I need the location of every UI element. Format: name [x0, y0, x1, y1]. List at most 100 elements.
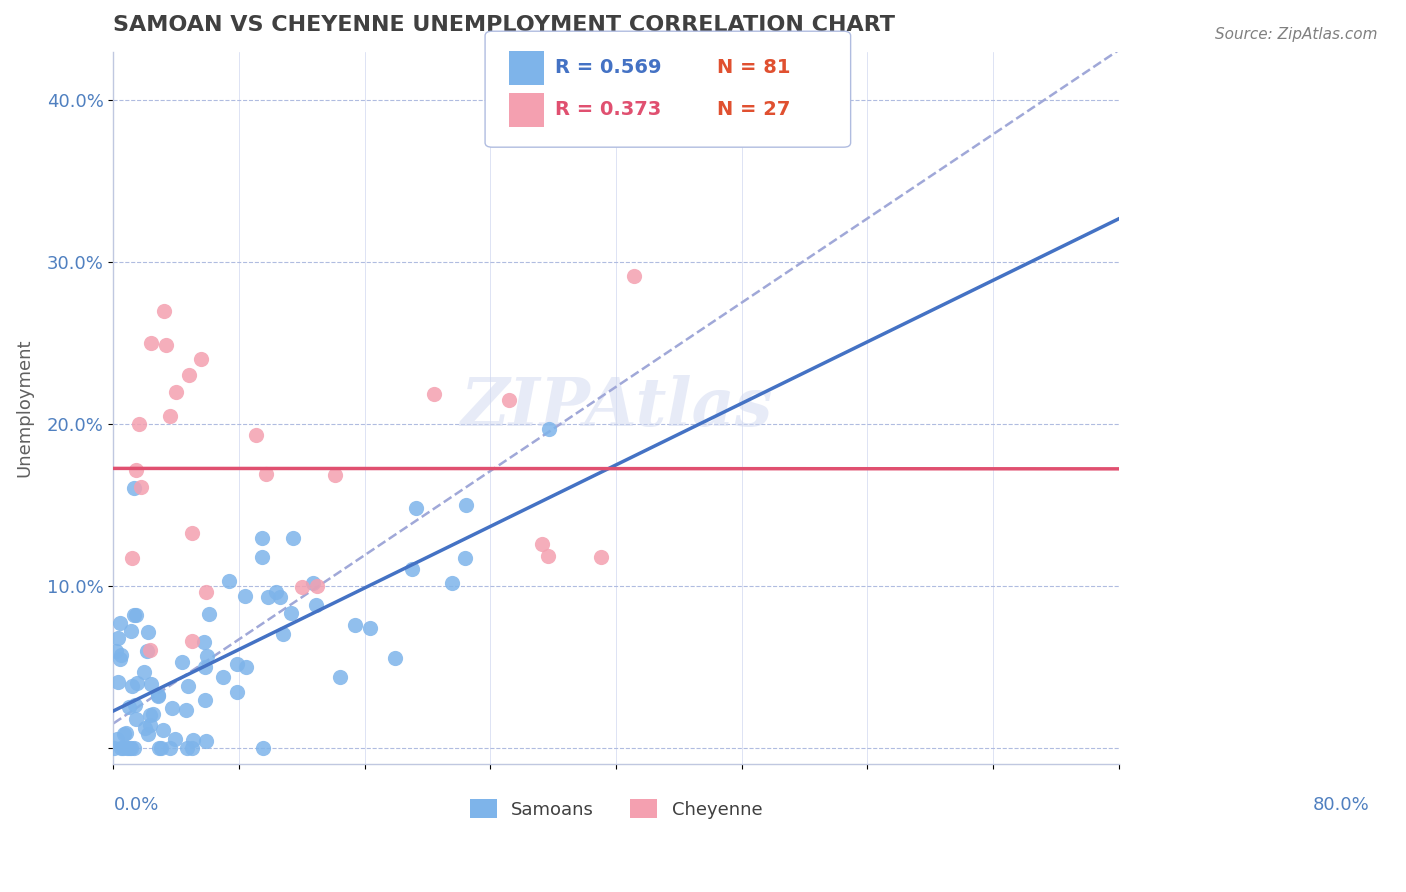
Point: [225, 684, 247, 698]
Point: [245, 428, 267, 442]
Point: [132, 665, 155, 680]
Legend: Samoans, Cheyenne: Samoans, Cheyenne: [463, 792, 769, 826]
Point: [125, 712, 148, 726]
Point: [235, 660, 257, 674]
Point: [115, 726, 138, 740]
Point: [135, 643, 157, 657]
Point: [181, 633, 204, 648]
Point: [103, 740, 125, 755]
Point: [250, 550, 273, 565]
Text: SAMOAN VS CHEYENNE UNEMPLOYMENT CORRELATION CHART: SAMOAN VS CHEYENNE UNEMPLOYMENT CORRELAT…: [114, 15, 896, 35]
Point: [108, 651, 131, 665]
Point: [124, 698, 146, 713]
Point: [131, 480, 153, 494]
Point: [218, 574, 240, 588]
Point: [226, 657, 249, 672]
Point: [531, 537, 554, 551]
Point: [136, 625, 159, 640]
Point: [138, 643, 160, 657]
Point: [190, 352, 212, 367]
Text: Source: ZipAtlas.com: Source: ZipAtlas.com: [1215, 27, 1378, 42]
Text: 80.0%: 80.0%: [1313, 796, 1369, 814]
Point: [454, 498, 477, 512]
Point: [176, 740, 198, 755]
Point: [134, 721, 156, 735]
Point: [122, 740, 145, 755]
Point: [115, 740, 138, 755]
Point: [111, 740, 134, 755]
Point: [250, 531, 273, 545]
Point: [254, 467, 277, 481]
Point: [152, 303, 174, 318]
Point: [149, 740, 172, 755]
Point: [163, 731, 186, 746]
Y-axis label: Unemployment: Unemployment: [15, 339, 32, 477]
Point: [305, 578, 328, 592]
Point: [136, 727, 159, 741]
Point: [180, 525, 202, 540]
Point: [121, 551, 143, 566]
Point: [104, 644, 127, 658]
Point: [120, 740, 142, 755]
Point: [197, 649, 219, 664]
Point: [233, 590, 256, 604]
Point: [177, 679, 200, 693]
Point: [194, 660, 217, 674]
Point: [159, 740, 181, 755]
Text: N = 81: N = 81: [717, 58, 790, 78]
Point: [589, 549, 612, 564]
Point: [172, 655, 194, 669]
Point: [441, 575, 464, 590]
Point: [142, 707, 165, 722]
Point: [538, 422, 561, 436]
Point: [211, 670, 233, 684]
Point: [405, 500, 427, 515]
Text: N = 27: N = 27: [717, 100, 790, 120]
Point: [160, 701, 183, 715]
Point: [281, 531, 304, 545]
Text: R = 0.373: R = 0.373: [555, 100, 662, 120]
Point: [423, 387, 446, 401]
Point: [266, 584, 288, 599]
Point: [177, 368, 200, 383]
Point: [118, 740, 141, 755]
Point: [280, 607, 302, 621]
Point: [139, 717, 162, 731]
Point: [107, 675, 129, 690]
Point: [194, 693, 217, 707]
Text: R = 0.569: R = 0.569: [555, 58, 662, 78]
Point: [304, 598, 326, 612]
Point: [269, 590, 291, 604]
Point: [498, 392, 520, 407]
Point: [125, 608, 148, 623]
Point: [152, 723, 174, 738]
Point: [148, 740, 170, 755]
Point: [110, 648, 132, 663]
Point: [105, 732, 128, 747]
Point: [117, 700, 139, 714]
Point: [146, 689, 169, 703]
Point: [194, 585, 217, 599]
Point: [181, 740, 204, 755]
Point: [257, 591, 280, 605]
Point: [141, 336, 163, 351]
Point: [384, 650, 406, 665]
Point: [128, 417, 150, 431]
Point: [155, 338, 177, 352]
Point: [197, 607, 219, 621]
Point: [146, 688, 169, 702]
Point: [112, 727, 135, 741]
Point: [273, 626, 295, 640]
Point: [401, 562, 423, 576]
Point: [302, 576, 325, 591]
Point: [453, 551, 475, 566]
Point: [291, 580, 314, 594]
Point: [110, 616, 132, 631]
Point: [537, 549, 560, 564]
Point: [193, 635, 215, 649]
Point: [323, 467, 346, 482]
Text: 0.0%: 0.0%: [114, 796, 159, 814]
Point: [359, 621, 381, 635]
Point: [159, 409, 181, 423]
Point: [125, 463, 148, 477]
